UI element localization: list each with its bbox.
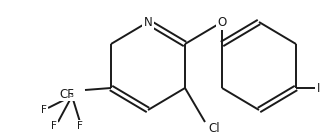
Text: I: I <box>317 82 320 95</box>
Text: F: F <box>77 121 83 131</box>
Text: F: F <box>41 105 47 115</box>
Text: F: F <box>51 121 57 131</box>
Text: N: N <box>144 15 152 29</box>
Text: CF: CF <box>59 87 74 100</box>
Text: O: O <box>217 15 226 29</box>
Text: Cl: Cl <box>208 121 220 135</box>
Text: ₃: ₃ <box>60 89 74 99</box>
